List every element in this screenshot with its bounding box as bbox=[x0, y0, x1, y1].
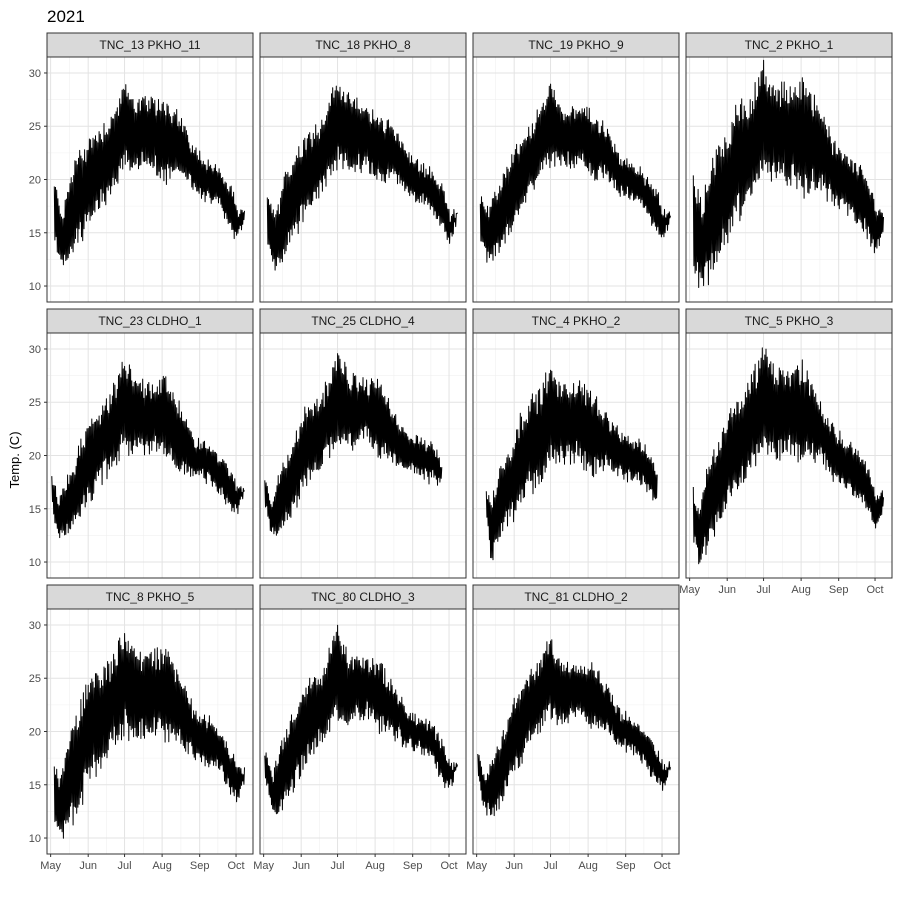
panel-border bbox=[472, 608, 680, 855]
facet-strip-label: TNC_13 PKHO_11 bbox=[99, 38, 200, 52]
x-tick-label: Sep bbox=[829, 584, 849, 596]
panel-border bbox=[472, 332, 680, 579]
temperature-series-line bbox=[477, 639, 671, 817]
x-tick-label: May bbox=[679, 584, 700, 596]
temperature-series-line bbox=[479, 83, 671, 263]
x-tick-label: Oct bbox=[440, 860, 457, 872]
facet-panel: TNC_5 PKHO_3 May Jun Jul Aug Sep Oct bbox=[679, 308, 893, 596]
panel-border bbox=[685, 56, 893, 303]
y-tick-label: 15 bbox=[29, 504, 41, 516]
facet-strip-label: TNC_25 CLDHO_4 bbox=[311, 314, 415, 328]
facet-strip-label: TNC_81 CLDHO_2 bbox=[524, 590, 628, 604]
x-tick-label: May bbox=[40, 860, 61, 872]
temperature-series-line bbox=[53, 84, 245, 266]
facet-strip bbox=[259, 308, 467, 334]
facet-panel: TNC_2 PKHO_1 bbox=[685, 32, 893, 303]
y-tick-label: 20 bbox=[29, 727, 41, 739]
y-tick-label: 25 bbox=[29, 121, 41, 133]
panel-border bbox=[472, 56, 680, 303]
facet-strip-label: TNC_5 PKHO_3 bbox=[745, 314, 834, 328]
x-tick-label: Jul bbox=[544, 860, 558, 872]
panel-border bbox=[685, 332, 893, 579]
y-tick-label: 25 bbox=[29, 673, 41, 685]
facet-strip-label: TNC_19 PKHO_9 bbox=[528, 38, 624, 52]
facet-strip bbox=[46, 584, 254, 610]
x-tick-label: Jun bbox=[718, 584, 736, 596]
y-tick-label: 30 bbox=[29, 620, 41, 632]
facet-strip bbox=[685, 308, 893, 334]
y-axis-label: Temp. (C) bbox=[7, 431, 22, 488]
y-tick-label: 10 bbox=[29, 833, 41, 845]
facet-strip bbox=[685, 32, 893, 58]
facet-strip bbox=[259, 584, 467, 610]
facet-panel: TNC_25 CLDHO_4 bbox=[259, 308, 467, 579]
temperature-series-line bbox=[264, 353, 443, 536]
facet-strip-label: TNC_23 CLDHO_1 bbox=[98, 314, 202, 328]
facet-strip bbox=[46, 32, 254, 58]
x-tick-label: Jun bbox=[292, 860, 310, 872]
facet-strip-label: TNC_18 PKHO_8 bbox=[315, 38, 411, 52]
y-tick-label: 10 bbox=[29, 281, 41, 293]
facet-panel: TNC_81 CLDHO_2 May Jun Jul Aug Sep Oct bbox=[466, 584, 680, 872]
facet-panel: TNC_18 PKHO_8 bbox=[259, 32, 467, 303]
temperature-series-line bbox=[692, 347, 884, 565]
x-tick-label: Aug bbox=[152, 860, 172, 872]
x-tick-label: Jul bbox=[118, 860, 132, 872]
y-tick-label: 30 bbox=[29, 344, 41, 356]
facet-strip-label: TNC_4 PKHO_2 bbox=[532, 314, 621, 328]
panel-border bbox=[259, 608, 467, 855]
x-tick-label: Jul bbox=[331, 860, 345, 872]
x-tick-label: May bbox=[253, 860, 274, 872]
x-tick-label: Jun bbox=[505, 860, 523, 872]
temperature-series-line bbox=[692, 59, 884, 288]
y-tick-label: 20 bbox=[29, 451, 41, 463]
x-tick-label: Sep bbox=[616, 860, 636, 872]
x-tick-label: Oct bbox=[227, 860, 244, 872]
y-tick-label: 15 bbox=[29, 780, 41, 792]
facet-strip-label: TNC_8 PKHO_5 bbox=[106, 590, 195, 604]
temperature-series-line bbox=[53, 633, 245, 839]
temperature-series-line bbox=[485, 369, 658, 561]
facet-panels: TNC_13 PKHO_11 10 15 20 25 30 TNC_18 PKHO_8 TNC… bbox=[29, 32, 893, 872]
x-tick-label: Oct bbox=[653, 860, 670, 872]
facet-panel: TNC_8 PKHO_5 10 15 20 25 30 May Jun Jul Aug Sep Oct bbox=[29, 584, 254, 872]
y-tick-label: 20 bbox=[29, 175, 41, 187]
x-tick-label: Sep bbox=[403, 860, 423, 872]
y-tick-label: 25 bbox=[29, 397, 41, 409]
facet-strip-label: TNC_80 CLDHO_3 bbox=[311, 590, 415, 604]
temperature-series-line bbox=[264, 624, 458, 815]
x-tick-label: Sep bbox=[190, 860, 210, 872]
temperature-series-line bbox=[266, 85, 458, 271]
facet-panel: TNC_80 CLDHO_3 May Jun Jul Aug Sep Oct bbox=[253, 584, 467, 872]
x-tick-label: Aug bbox=[791, 584, 811, 596]
facet-panel: TNC_4 PKHO_2 bbox=[472, 308, 680, 579]
panel-border bbox=[259, 56, 467, 303]
y-tick-label: 30 bbox=[29, 68, 41, 80]
x-tick-label: Aug bbox=[365, 860, 385, 872]
x-tick-label: Oct bbox=[866, 584, 883, 596]
facet-panel: TNC_23 CLDHO_1 10 15 20 25 30 bbox=[29, 308, 254, 579]
facet-panel: TNC_19 PKHO_9 bbox=[472, 32, 680, 303]
y-tick-label: 15 bbox=[29, 228, 41, 240]
chart-title: 2021 bbox=[47, 7, 85, 26]
facet-strip bbox=[46, 308, 254, 334]
facet-strip bbox=[472, 308, 680, 334]
x-tick-label: Jun bbox=[79, 860, 97, 872]
facet-strip bbox=[472, 584, 680, 610]
facet-strip-label: TNC_2 PKHO_1 bbox=[745, 38, 834, 52]
x-tick-label: May bbox=[466, 860, 487, 872]
temperature-series-line bbox=[51, 361, 245, 539]
facet-panel: TNC_13 PKHO_11 10 15 20 25 30 bbox=[29, 32, 254, 303]
panel-border bbox=[259, 332, 467, 579]
facet-strip bbox=[472, 32, 680, 58]
y-tick-label: 10 bbox=[29, 557, 41, 569]
x-tick-label: Aug bbox=[578, 860, 598, 872]
x-tick-label: Jul bbox=[757, 584, 771, 596]
